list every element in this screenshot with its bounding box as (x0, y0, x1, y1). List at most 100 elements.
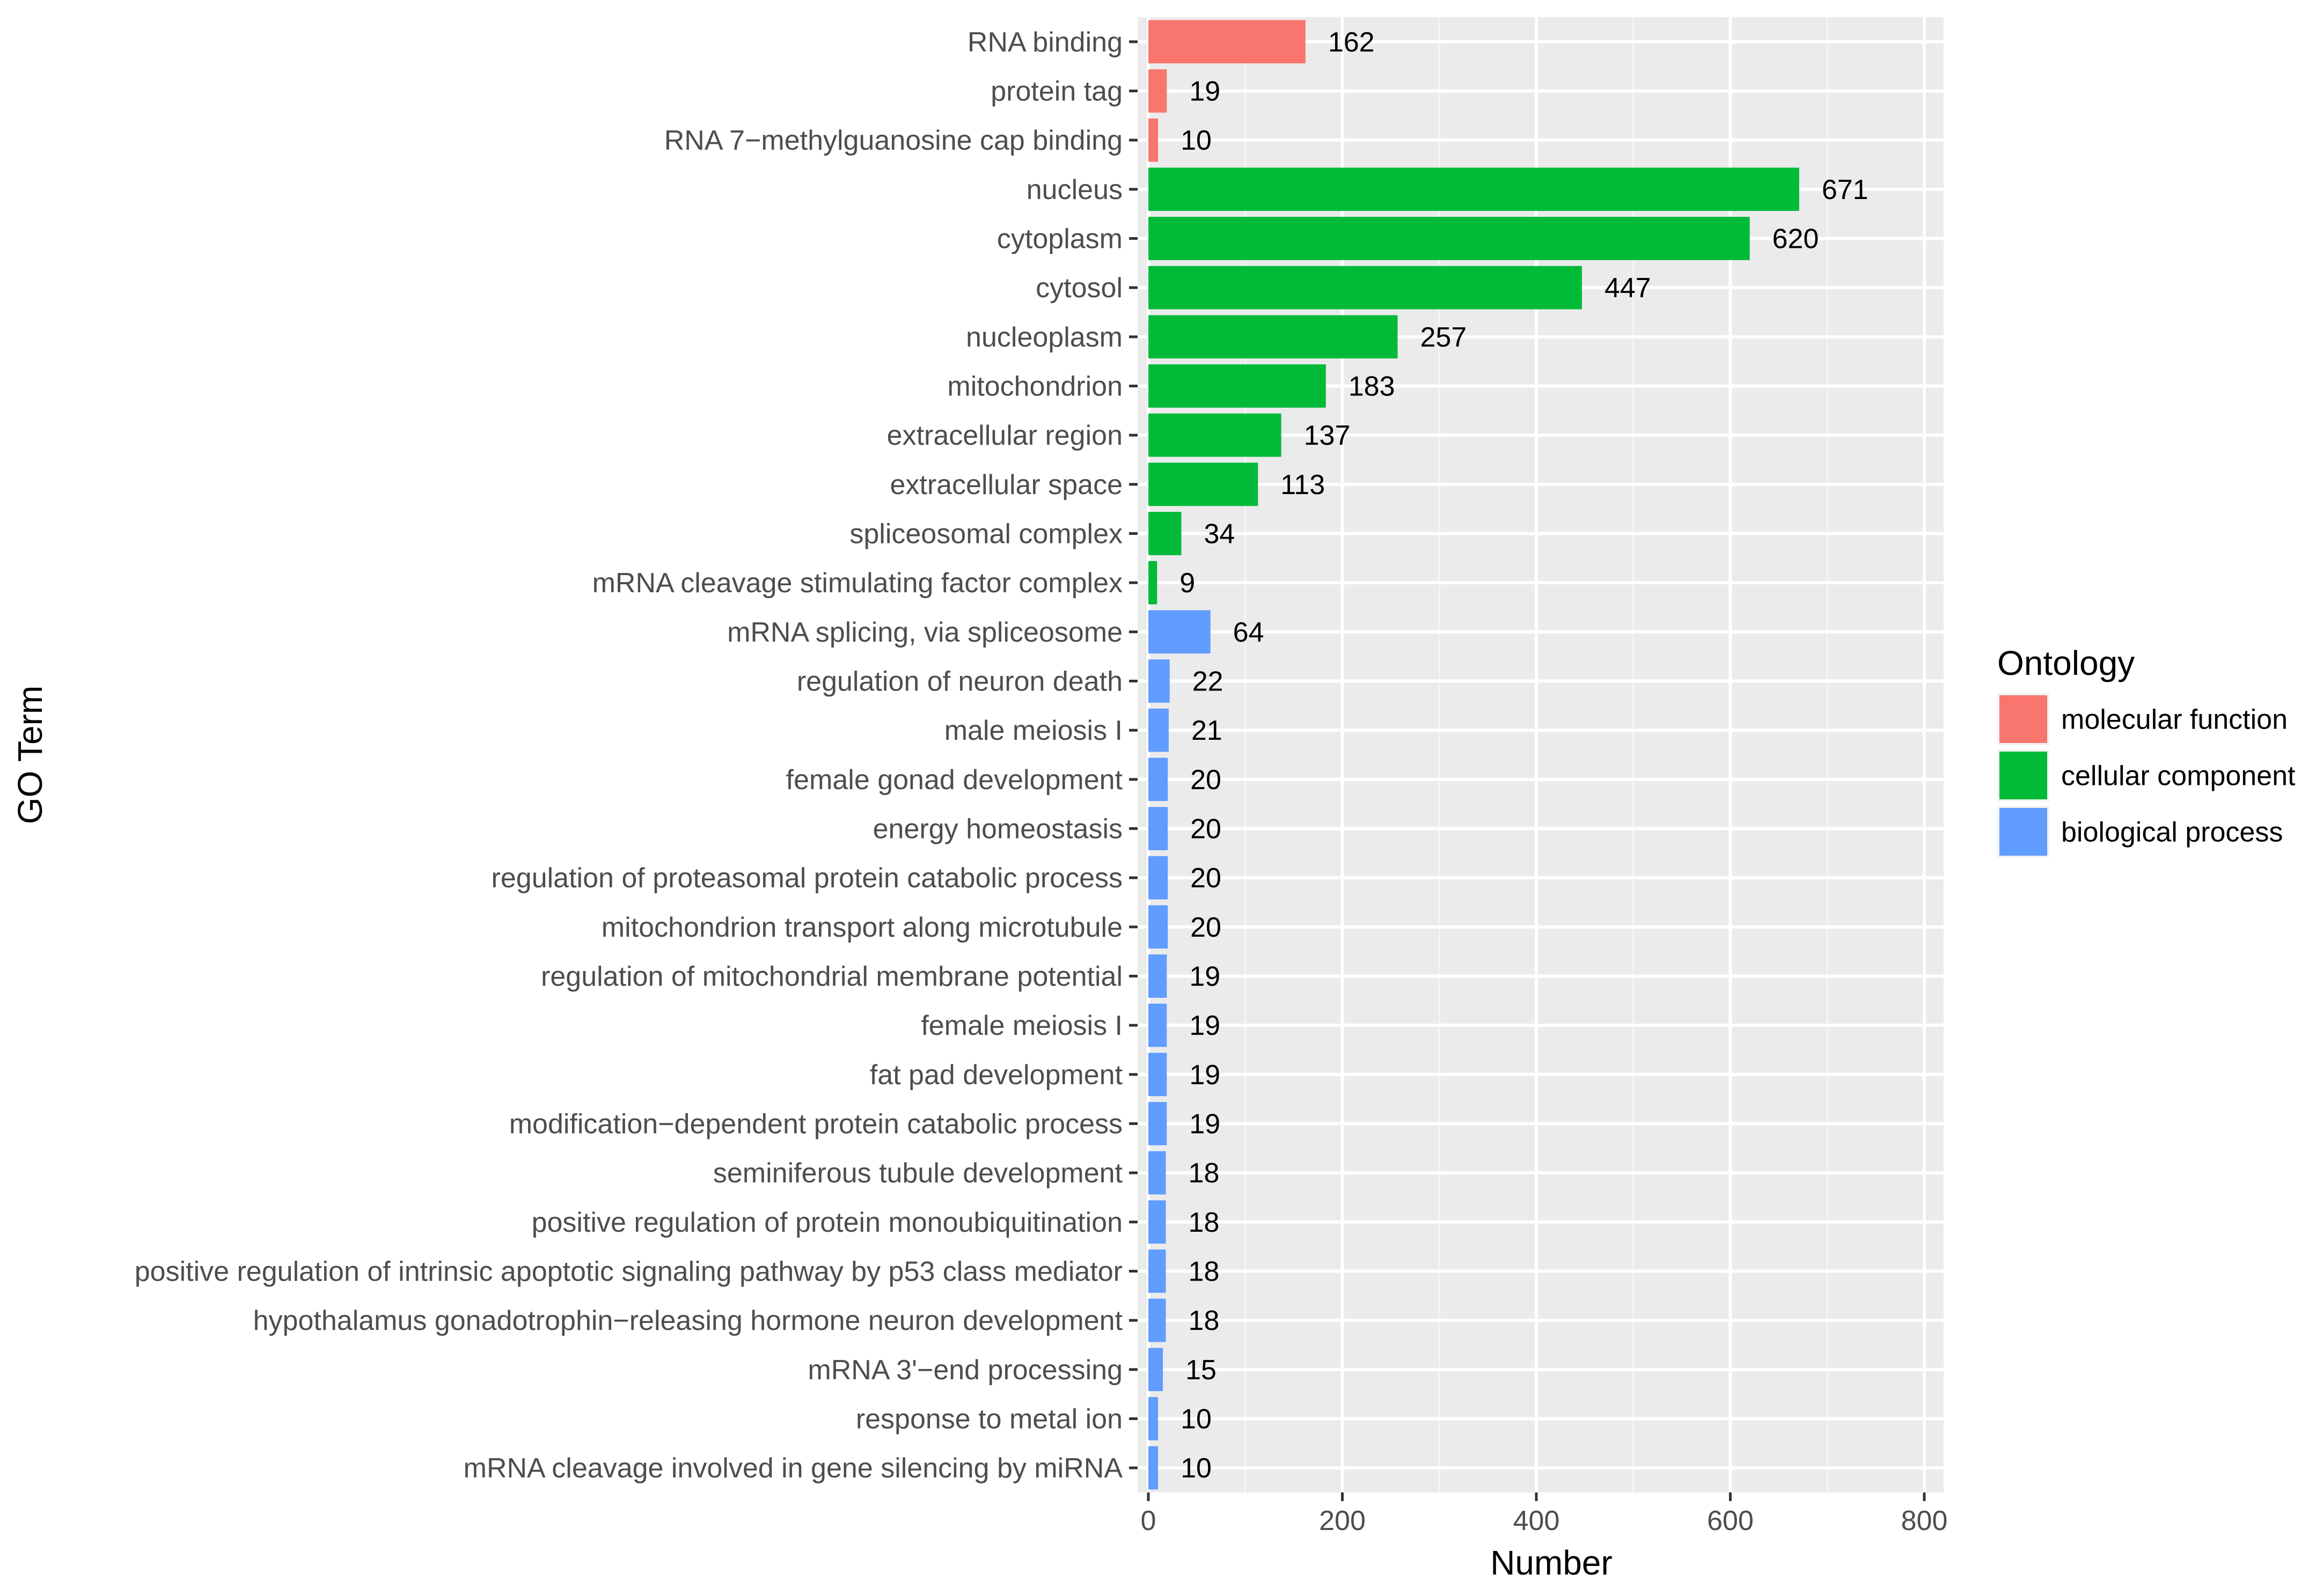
bar (1148, 610, 1211, 654)
value-label: 137 (1304, 420, 1351, 451)
bar (1148, 413, 1281, 457)
legend-swatch (1999, 752, 2047, 799)
bar (1148, 1053, 1167, 1097)
y-tick-label: female gonad development (786, 764, 1123, 796)
legend-title: Ontology (1997, 644, 2135, 682)
bar (1148, 1200, 1166, 1244)
bar (1148, 266, 1582, 310)
y-tick-label: fat pad development (870, 1060, 1123, 1091)
x-tick-label: 200 (1319, 1505, 1366, 1536)
bar (1148, 118, 1159, 162)
value-label: 19 (1189, 961, 1220, 992)
x-tick-label: 600 (1707, 1505, 1754, 1536)
bar (1148, 807, 1168, 850)
y-tick-label: nucleus (1027, 174, 1123, 205)
value-label: 20 (1190, 764, 1221, 796)
value-label: 15 (1185, 1355, 1217, 1386)
x-tick-label: 800 (1901, 1505, 1948, 1536)
bar (1148, 1348, 1163, 1392)
y-tick-label: mRNA cleavage stimulating factor complex (592, 568, 1123, 599)
legend-swatch (1999, 695, 2047, 743)
value-label: 22 (1192, 666, 1223, 697)
y-tick-label: energy homeostasis (873, 814, 1123, 845)
bar (1148, 1249, 1166, 1293)
y-tick-label: cytoplasm (997, 224, 1123, 255)
panel-background (1138, 17, 1944, 1492)
legend-label: biological process (2061, 817, 2283, 848)
bar (1148, 1298, 1166, 1342)
y-tick-label: extracellular region (887, 420, 1123, 451)
bar (1148, 1397, 1159, 1440)
value-label: 620 (1772, 224, 1819, 255)
bar (1148, 954, 1167, 998)
bar (1148, 561, 1157, 605)
value-label: 19 (1189, 1060, 1220, 1091)
legend: Ontology molecular function cellular comp… (1997, 644, 2296, 858)
bar (1148, 1003, 1167, 1047)
value-label: 20 (1190, 863, 1221, 894)
value-label: 21 (1191, 715, 1222, 746)
value-label: 10 (1181, 125, 1212, 156)
value-label: 19 (1189, 1010, 1220, 1041)
y-tick-label: regulation of neuron death (797, 666, 1123, 697)
y-tick-label: RNA 7−methylguanosine cap binding (664, 125, 1123, 156)
y-tick-label: response to metal ion (856, 1404, 1123, 1435)
y-tick-label: female meiosis I (921, 1010, 1123, 1041)
bar (1148, 659, 1170, 703)
value-label: 18 (1189, 1207, 1220, 1238)
value-label: 19 (1189, 1109, 1220, 1140)
value-label: 64 (1233, 617, 1264, 648)
legend-swatch (1999, 808, 2047, 856)
bar (1148, 1102, 1167, 1145)
value-label: 34 (1204, 519, 1235, 550)
y-tick-label: mitochondrion transport along microtubul… (602, 912, 1123, 943)
value-label: 20 (1190, 814, 1221, 845)
y-tick-label: hypothalamus gonadotrophin−releasing hor… (253, 1305, 1123, 1336)
bar (1148, 512, 1182, 555)
y-tick-label: positive regulation of protein monoubiqu… (532, 1207, 1123, 1238)
y-tick-label: extracellular space (890, 469, 1123, 501)
bar (1148, 69, 1167, 113)
value-label: 10 (1181, 1453, 1212, 1484)
y-axis-title: GO Term (11, 686, 49, 824)
value-label: 19 (1189, 76, 1220, 107)
value-label: 18 (1189, 1256, 1220, 1288)
bar (1148, 905, 1168, 949)
value-label: 162 (1328, 27, 1375, 58)
bar (1148, 856, 1168, 900)
bar (1148, 1151, 1166, 1195)
bar (1148, 708, 1169, 752)
y-tick-label: regulation of mitochondrial membrane pot… (541, 961, 1123, 992)
x-tick-label: 400 (1513, 1505, 1560, 1536)
y-tick-label: cytosol (1036, 273, 1123, 304)
bar (1148, 20, 1306, 64)
y-axis: RNA binding protein tag RNA 7−methylguanos… (135, 27, 1138, 1484)
value-label: 183 (1349, 371, 1395, 402)
value-label: 257 (1420, 322, 1467, 353)
y-tick-label: mRNA cleavage involved in gene silencing… (464, 1453, 1123, 1484)
y-tick-label: mRNA 3'−end processing (808, 1355, 1123, 1386)
y-tick-label: positive regulation of intrinsic apoptot… (135, 1256, 1123, 1288)
bar (1148, 315, 1398, 359)
bar (1148, 462, 1258, 506)
y-tick-label: seminiferous tubule development (713, 1158, 1123, 1189)
y-tick-label: regulation of proteasomal protein catabo… (492, 863, 1123, 894)
value-label: 9 (1179, 568, 1195, 599)
x-tick-label: 0 (1141, 1505, 1156, 1536)
bar (1148, 364, 1326, 408)
y-tick-label: mitochondrion (947, 371, 1123, 402)
x-axis-title: Number (1490, 1543, 1613, 1582)
y-tick-label: male meiosis I (944, 715, 1123, 746)
y-tick-label: spliceosomal complex (849, 519, 1123, 550)
legend-label: molecular function (2061, 704, 2288, 736)
legend-label: cellular component (2061, 761, 2296, 792)
grid-lines (1138, 17, 1944, 1492)
bar (1148, 217, 1750, 260)
value-label: 18 (1189, 1158, 1220, 1189)
value-label: 113 (1280, 469, 1325, 501)
value-label: 20 (1190, 912, 1221, 943)
value-label: 447 (1604, 273, 1651, 304)
